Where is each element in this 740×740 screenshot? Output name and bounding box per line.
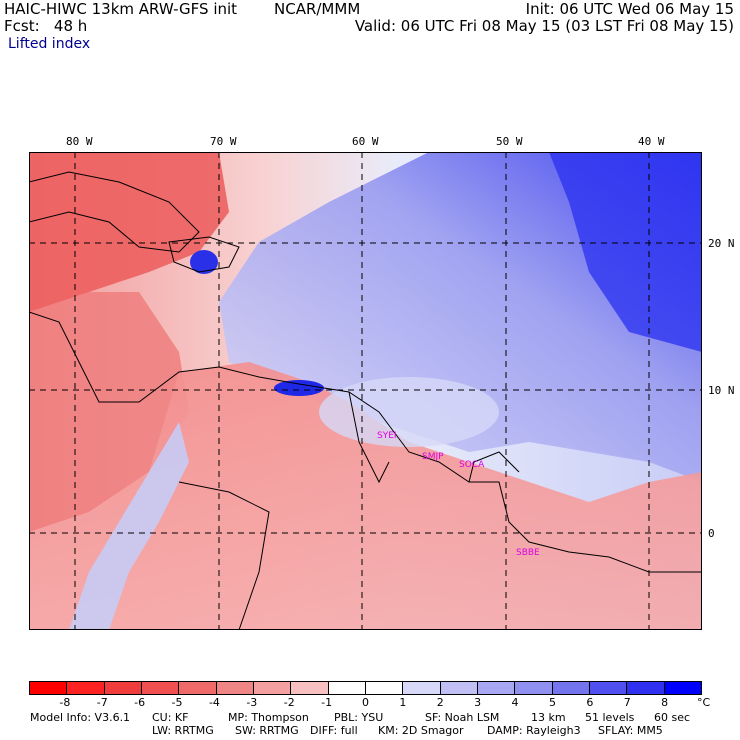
- colorbar-swatch: [328, 682, 366, 694]
- colorbar-swatch: [440, 682, 478, 694]
- model-info-item: 60 sec: [654, 711, 691, 724]
- colorbar-swatch: [664, 682, 701, 694]
- lat-label-eq: 0: [708, 527, 715, 540]
- model-info-item: Model Info: V3.6.1: [30, 711, 131, 724]
- hispaniola-coast: [168, 236, 240, 273]
- colorbar-tick-label: 6: [586, 696, 594, 709]
- graticule: [29, 152, 702, 630]
- colorbar-tick-label: 0: [362, 696, 369, 709]
- deep-stable-region: [549, 152, 702, 352]
- colorbar-swatch: [30, 682, 68, 694]
- colorbar-swatch: [365, 682, 404, 694]
- lifted-index-map: SYEI SMJP SOCA SBBE: [28, 152, 702, 631]
- model-info-item: 13 km: [531, 711, 566, 724]
- colorbar-swatch: [291, 682, 329, 694]
- colorbar-tick-label: -2: [283, 696, 295, 709]
- guiana-pocket: [319, 377, 499, 447]
- colorbar-swatch: [104, 682, 142, 694]
- colorbar-swatch: [216, 682, 254, 694]
- model-info-item: DAMP: Rayleigh3: [487, 724, 581, 737]
- lon-label-40w: 40 W: [638, 135, 665, 148]
- colorbar-tick-label: 3: [474, 696, 482, 709]
- valid-time: Valid: 06 UTC Fri 08 May 15 (03 LST Fri …: [354, 17, 734, 35]
- colorbar-swatch: [253, 682, 292, 694]
- lat-label-10n: 10 N: [708, 384, 735, 397]
- model-info-item: CU: KF: [152, 711, 189, 724]
- lon-label-50w: 50 W: [496, 135, 523, 148]
- model-info-item: SFLAY: MM5: [598, 724, 663, 737]
- model-info-item: PBL: YSU: [334, 711, 384, 724]
- map-canvas: [28, 152, 702, 631]
- lon-label-80w: 80 W: [66, 135, 93, 148]
- station-syei: SYEI: [377, 431, 397, 441]
- colorbar-tick-label: 8: [661, 696, 669, 709]
- lat-label-20n: 20 N: [708, 237, 735, 250]
- model-info-item: 51 levels: [585, 711, 635, 724]
- colorbar-swatch: [67, 682, 105, 694]
- blue-max-venezuela: [274, 380, 324, 396]
- colorbar-tick-label: -5: [171, 696, 183, 709]
- colorbar-tick-label: -7: [96, 696, 108, 709]
- colorbar-swatch: [552, 682, 590, 694]
- map-frame: [29, 152, 702, 630]
- venezuela-border: [348, 391, 390, 484]
- station-soca: SOCA: [459, 460, 485, 470]
- colorbar-swatch: [589, 682, 628, 694]
- blue-max-hispaniola: [190, 250, 218, 274]
- model-info-item: SF: Noah LSM: [425, 711, 500, 724]
- colorbar-swatch: [403, 682, 441, 694]
- colorbar-swatch: [477, 682, 516, 694]
- colorbar-tick-label: 2: [436, 696, 444, 709]
- station-sbbe: SBBE: [516, 548, 540, 558]
- lon-label-70w: 70 W: [210, 135, 237, 148]
- colorbar-tick-label: 1: [399, 696, 407, 709]
- forecast-hour: Fcst: 48 h: [4, 17, 88, 35]
- colorbar-tick-label: -8: [59, 696, 71, 709]
- colorbar-swatch: [627, 682, 665, 694]
- south-america-region: [29, 362, 702, 630]
- model-info-item: MP: Thompson: [228, 711, 309, 724]
- coastlines: [28, 171, 702, 631]
- institution-label: NCAR/MMM: [274, 0, 361, 18]
- andes-stable-strip: [69, 422, 189, 630]
- model-info-item: DIFF: full: [310, 724, 358, 737]
- cuba-coast: [28, 171, 200, 253]
- colorbar-tick-label: 4: [511, 696, 519, 709]
- model-info-item: KM: 2D Smagor: [378, 724, 464, 737]
- colorbar-tick-label: 5: [548, 696, 556, 709]
- colorbar: [29, 681, 702, 695]
- station-smjp: SMJP: [422, 452, 444, 462]
- model-info-item: LW: RRTMG: [152, 724, 214, 737]
- guianas-border: [468, 451, 520, 483]
- init-time: Init: 06 UTC Wed 06 May 15: [525, 0, 734, 18]
- colorbar-tick-label: 7: [623, 696, 631, 709]
- lon-label-60w: 60 W: [352, 135, 379, 148]
- south-america-coast: [28, 311, 702, 573]
- field-name: Lifted index: [8, 36, 91, 52]
- colorbar-tick-label: -1: [321, 696, 333, 709]
- colorbar-tick-label: -6: [134, 696, 146, 709]
- model-info-item: SW: RRTMG: [235, 724, 299, 737]
- colorbar-swatch: [179, 682, 217, 694]
- caribbean-unstable-region: [29, 152, 229, 312]
- colombia-border: [178, 481, 270, 631]
- colorbar-swatch: [141, 682, 180, 694]
- colorbar-tick-label: -4: [208, 696, 220, 709]
- colorbar-unit: °C: [697, 696, 711, 709]
- colorbar-tick-label: -3: [246, 696, 258, 709]
- model-title: HAIC-HIWC 13km ARW-GFS init: [4, 0, 238, 18]
- colorbar-swatch: [515, 682, 553, 694]
